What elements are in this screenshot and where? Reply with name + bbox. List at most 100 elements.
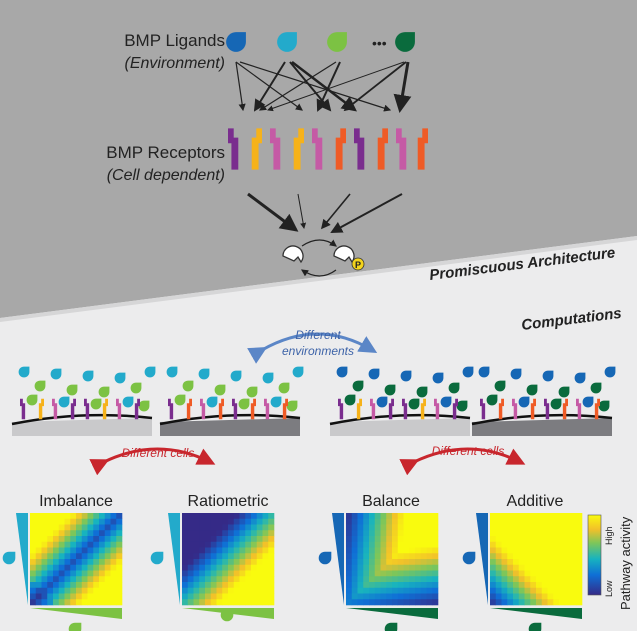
ligand-icon — [518, 396, 530, 408]
ligand-cyan-icon — [277, 32, 297, 52]
ligand-icon — [150, 551, 164, 565]
ligand-icon — [574, 372, 586, 384]
ligand-blue-icon — [226, 32, 246, 52]
divider-band — [0, 236, 637, 322]
ligand-icon — [448, 382, 460, 394]
panel-title-additive: Additive — [507, 493, 564, 510]
ligand-icon — [122, 396, 134, 408]
vertical-gradient-wedge — [476, 513, 488, 605]
ligand-icon — [90, 398, 102, 410]
ligand-icon — [384, 384, 396, 396]
ligand-icon — [376, 396, 388, 408]
ligand-icon — [270, 396, 282, 408]
ligand-icon — [174, 394, 186, 406]
ligand-icon — [238, 398, 250, 410]
cell-scene-2 — [159, 366, 304, 436]
ligand-icon — [336, 366, 348, 378]
ligand-icon — [58, 396, 70, 408]
ligand-dark-green-icon — [395, 32, 415, 52]
ligand-icon — [50, 368, 62, 380]
vertical-gradient-wedge — [332, 513, 344, 605]
cell-body — [12, 418, 152, 436]
ligands-subtitle: (Environment) — [125, 55, 225, 72]
ligand-ellipsis: ••• — [372, 35, 387, 51]
ligand-icon — [18, 366, 30, 378]
ligand-icon — [462, 366, 474, 378]
cell-body — [330, 418, 470, 436]
heatmap-3 — [318, 513, 439, 631]
ligands-title: BMP Ligands — [124, 31, 225, 50]
ligand-icon — [416, 386, 428, 398]
heatmap-1 — [2, 513, 123, 631]
receptors-title: BMP Receptors — [106, 143, 225, 162]
ligand-icon — [526, 384, 538, 396]
cell-scene-3 — [329, 366, 474, 436]
ligand-icon — [26, 394, 38, 406]
cell-scene-4 — [471, 366, 616, 436]
colorbar-gradient — [587, 514, 602, 596]
phosphate-label: P — [355, 260, 361, 270]
cell-scene-1 — [11, 366, 156, 436]
cells-label-left: Different cells — [122, 446, 195, 460]
panel-title-imbalance: Imbalance — [39, 493, 113, 510]
cell-scenes — [11, 366, 616, 436]
ligand-icon — [198, 368, 210, 380]
panel-title-balance: Balance — [362, 493, 420, 510]
horizontal-gradient-wedge — [346, 608, 438, 619]
heatmap-panels — [2, 513, 583, 631]
vertical-gradient-wedge — [168, 513, 180, 605]
ligand-icon — [182, 380, 194, 392]
cell-body — [472, 418, 612, 436]
environments-label-line1: Different — [295, 328, 341, 342]
ligand-icon — [368, 368, 380, 380]
horizontal-gradient-wedge — [30, 608, 122, 619]
ligand-icon — [98, 386, 110, 398]
ligand-icon — [220, 608, 234, 622]
ligand-icon — [558, 386, 570, 398]
colorbar-high: High — [604, 526, 614, 545]
horizontal-gradient-wedge — [490, 608, 582, 619]
receptor-smad-arrows — [247, 192, 403, 233]
vertical-gradient-wedge — [16, 513, 28, 605]
colorbar-low: Low — [604, 580, 614, 597]
panel-title-ratiometric: Ratiometric — [188, 493, 269, 510]
ligand-icon — [440, 396, 452, 408]
ligand-icon — [318, 551, 332, 565]
ligand-icon — [352, 380, 364, 392]
environments-label-line2: environments — [282, 344, 354, 358]
ligand-icon — [206, 396, 218, 408]
ligand-receptor-arrows — [235, 61, 412, 113]
ligand-icon — [604, 366, 616, 378]
ligand-icon — [292, 366, 304, 378]
ligand-icon — [542, 370, 554, 382]
ligand-icon — [456, 400, 468, 412]
ligand-icon — [278, 382, 290, 394]
ligand-icon — [486, 394, 498, 406]
ligand-icon — [130, 382, 142, 394]
ligand-icon — [138, 400, 150, 412]
ligand-icon — [114, 372, 126, 384]
ligand-icon — [214, 384, 226, 396]
smad-cycle: P — [282, 239, 365, 277]
colorbar: High Low Pathway activity — [587, 514, 633, 610]
ligand-icon — [494, 380, 506, 392]
ligand-icon — [408, 398, 420, 410]
ligand-icon — [550, 398, 562, 410]
ligand-icon — [462, 551, 476, 565]
ligand-icon — [166, 366, 178, 378]
ligand-icon — [246, 386, 258, 398]
cells-arrow-left — [89, 447, 216, 476]
environments-arrow — [247, 332, 378, 364]
ligand-icon — [400, 370, 412, 382]
ligand-icon — [510, 368, 522, 380]
ligand-icon — [230, 370, 242, 382]
ligand-icon — [144, 366, 156, 378]
ligand-icon — [262, 372, 274, 384]
phosphate-icon — [351, 257, 365, 271]
ligand-icon — [66, 384, 78, 396]
heatmap-4 — [462, 513, 583, 631]
ligand-icon — [34, 380, 46, 392]
ligand-icon — [2, 551, 16, 565]
cells-arrow-right — [399, 447, 526, 476]
ligand-icon — [478, 366, 490, 378]
